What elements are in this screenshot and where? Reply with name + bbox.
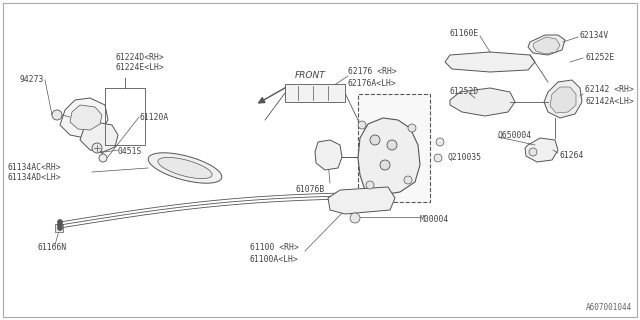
- Text: Q650004: Q650004: [498, 131, 532, 140]
- Text: 62134V: 62134V: [580, 30, 609, 39]
- Circle shape: [404, 176, 412, 184]
- Polygon shape: [533, 37, 560, 54]
- Text: 61076B: 61076B: [295, 186, 324, 195]
- Polygon shape: [60, 98, 108, 138]
- Bar: [358, 94, 430, 202]
- Circle shape: [434, 154, 442, 162]
- Circle shape: [358, 121, 366, 129]
- Text: 61134AC<RH>: 61134AC<RH>: [8, 163, 61, 172]
- Circle shape: [350, 213, 360, 223]
- Text: 61166N: 61166N: [38, 244, 67, 252]
- Text: 61252E: 61252E: [585, 52, 614, 61]
- Polygon shape: [158, 157, 212, 179]
- Circle shape: [529, 148, 537, 156]
- Text: 61100 <RH>: 61100 <RH>: [250, 243, 299, 252]
- Bar: [55, 224, 63, 232]
- Polygon shape: [80, 122, 118, 152]
- Polygon shape: [528, 35, 565, 55]
- Text: 0451S: 0451S: [118, 148, 142, 156]
- Text: 62142 <RH>: 62142 <RH>: [585, 85, 634, 94]
- Circle shape: [58, 222, 63, 228]
- Text: 62142A<LH>: 62142A<LH>: [585, 98, 634, 107]
- Bar: [285, 84, 345, 102]
- Circle shape: [58, 220, 63, 225]
- Circle shape: [387, 140, 397, 150]
- Text: M00004: M00004: [420, 215, 449, 225]
- Polygon shape: [70, 105, 102, 130]
- Text: 61160E: 61160E: [450, 29, 479, 38]
- Polygon shape: [148, 153, 222, 183]
- Text: A607001044: A607001044: [586, 303, 632, 312]
- Circle shape: [366, 181, 374, 189]
- Circle shape: [436, 138, 444, 146]
- Text: 61252D: 61252D: [450, 87, 479, 97]
- Polygon shape: [328, 187, 395, 214]
- Polygon shape: [525, 138, 558, 162]
- Text: 61224D<RH>: 61224D<RH>: [115, 53, 164, 62]
- Text: 61264: 61264: [560, 150, 584, 159]
- Circle shape: [99, 154, 107, 162]
- Circle shape: [92, 143, 102, 153]
- Text: FRONT: FRONT: [295, 71, 326, 80]
- Text: 94273: 94273: [20, 76, 44, 84]
- Text: 61134AD<LH>: 61134AD<LH>: [8, 172, 61, 181]
- Text: 62176A<LH>: 62176A<LH>: [348, 79, 397, 89]
- Polygon shape: [358, 118, 420, 195]
- Text: 61100A<LH>: 61100A<LH>: [250, 254, 299, 263]
- Circle shape: [408, 124, 416, 132]
- Circle shape: [370, 135, 380, 145]
- Polygon shape: [450, 88, 515, 116]
- Polygon shape: [550, 87, 576, 113]
- Text: 61224E<LH>: 61224E<LH>: [115, 63, 164, 73]
- Circle shape: [52, 110, 62, 120]
- Polygon shape: [445, 52, 535, 72]
- Circle shape: [380, 160, 390, 170]
- Polygon shape: [544, 80, 582, 118]
- Polygon shape: [315, 140, 342, 170]
- Text: 61120A: 61120A: [140, 113, 169, 122]
- Text: 62176 <RH>: 62176 <RH>: [348, 68, 397, 76]
- Text: Q210035: Q210035: [447, 153, 481, 162]
- Circle shape: [58, 226, 63, 230]
